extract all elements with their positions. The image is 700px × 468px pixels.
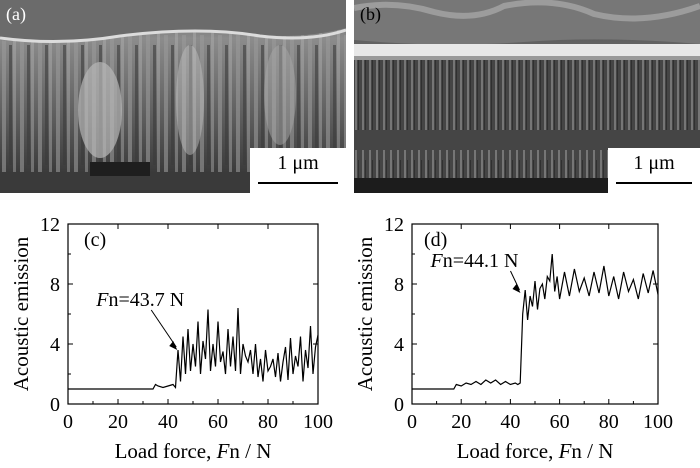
- sem-micrograph-a: [0, 0, 346, 193]
- x-tick-label: 60: [208, 411, 228, 433]
- annotation-label: Fn=44.1 N: [429, 250, 518, 272]
- annotation-arrowhead: [169, 341, 178, 350]
- sem-image-a: (a) 1 μm: [0, 0, 346, 193]
- y-tick-label: 4: [50, 334, 60, 356]
- scale-bar-box-b: 1 μm: [608, 148, 700, 193]
- x-axis-label-suffix: n / N: [571, 439, 613, 463]
- scale-bar-a: [258, 182, 338, 184]
- y-tick-label: 8: [394, 274, 404, 296]
- chart-d: 0 20 40 60 80 100 0 4 8 12 (d) Fn=44.1 N Load force,…: [350, 196, 700, 468]
- y-tick-label: 0: [394, 394, 404, 416]
- series-line: [412, 253, 659, 390]
- x-tick-label: 0: [63, 411, 73, 433]
- annotation-arrow: [510, 270, 520, 291]
- x-tick-label: 20: [451, 411, 471, 433]
- panel-label-b: (b): [360, 4, 381, 24]
- scale-bar-b: [616, 182, 692, 184]
- scale-bar-label-a: 1 μm: [277, 152, 319, 174]
- y-tick-label: 12: [40, 214, 60, 236]
- x-tick-label: 40: [158, 411, 178, 433]
- sem-image-b: (b) 1 μm: [354, 0, 700, 193]
- chart-c-svg: 0 20 40 60 80 100 0 4 8 12 (c) Fn=43.7 N Load force,…: [9, 214, 333, 463]
- x-tick-label: 80: [258, 411, 278, 433]
- annotation-arrowhead: [512, 284, 521, 293]
- annotation-italic: F: [429, 250, 443, 272]
- x-tick-label: 60: [550, 411, 570, 433]
- series-line: [68, 307, 319, 390]
- x-axis-label-italic: F: [558, 439, 572, 463]
- annotation-label: Fn=43.7 N: [95, 289, 184, 311]
- annotation-italic: F: [95, 289, 109, 311]
- x-tick-label: 100: [643, 411, 673, 433]
- x-tick-label: 80: [599, 411, 619, 433]
- x-tick-label: 0: [407, 411, 417, 433]
- x-tick-label: 100: [303, 411, 333, 433]
- scale-bar-label-b: 1 μm: [633, 152, 675, 174]
- x-axis-label: Load force, Fn / N: [457, 439, 614, 463]
- x-axis-label-prefix: Load force,: [115, 439, 217, 463]
- y-tick-label: 8: [50, 274, 60, 296]
- y-tick-label: 12: [384, 214, 404, 236]
- y-axis-label: Acoustic emission: [9, 236, 33, 391]
- x-axis-label-prefix: Load force,: [457, 439, 559, 463]
- x-axis-label-suffix: n / N: [229, 439, 271, 463]
- panel-label-a: (a): [6, 4, 26, 24]
- chart-panel-label: (c): [84, 229, 106, 251]
- x-tick-label: 20: [108, 411, 128, 433]
- annotation-text: n=43.7 N: [108, 289, 184, 311]
- chart-c: 0 20 40 60 80 100 0 4 8 12 (c) Fn=43.7 N Load force,…: [0, 196, 350, 468]
- chart-panel-label: (d): [424, 229, 447, 251]
- annotation-arrow: [150, 309, 177, 348]
- x-tick-label: 40: [500, 411, 520, 433]
- y-tick-label: 4: [394, 334, 404, 356]
- y-tick-label: 0: [50, 394, 60, 416]
- x-axis-label-italic: F: [216, 439, 230, 463]
- x-axis-label: Load force, Fn / N: [115, 439, 272, 463]
- y-axis-label: Acoustic emission: [353, 236, 377, 391]
- scale-bar-box-a: 1 μm: [250, 148, 346, 193]
- annotation-text: n=44.1 N: [443, 250, 519, 272]
